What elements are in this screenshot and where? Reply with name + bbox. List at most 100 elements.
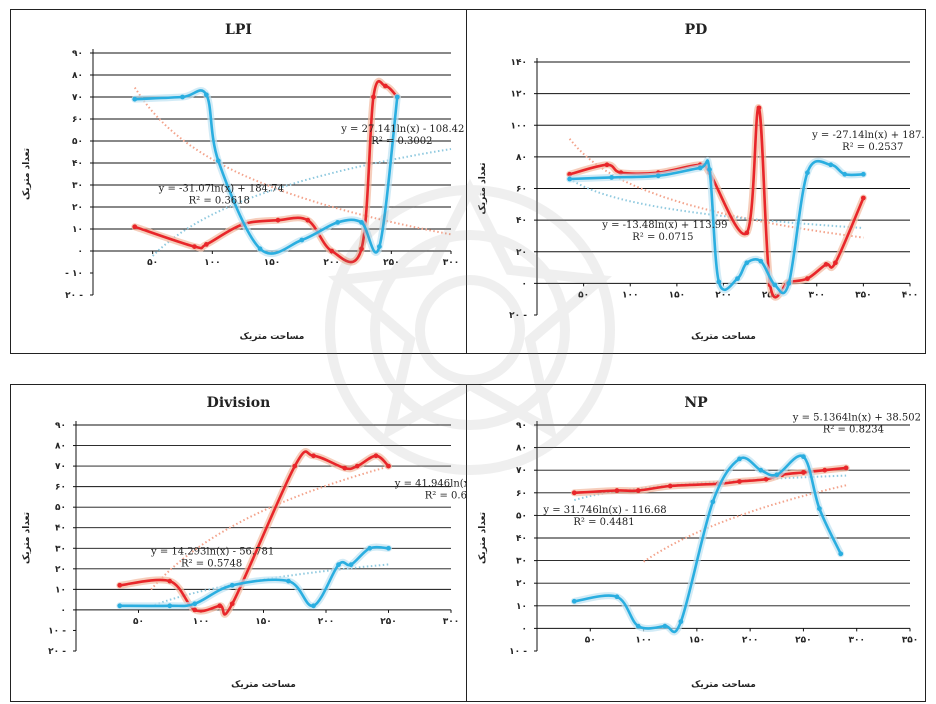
chart-title: PD [685,22,708,38]
data-point-blue [758,467,764,473]
series-line-red [118,450,390,616]
x-tick-label: ۲۵۰ [383,258,399,268]
x-tick-label: ۱۵۰ [669,290,685,300]
data-point-red [763,476,769,482]
regression-equation: y = -31.07ln(x) + 184.74 [158,184,284,195]
y-tick-label: ۴۰ [72,159,83,169]
regression-equation: y = 14.293ln(x) - 56.781 [150,546,274,557]
data-point-blue [257,246,263,252]
chart-panel-lpi: LPI ۹۰ ۸۰ ۷۰ ۶۰ ۵۰ ۴۰ ۳۰ ۲۰ ۱۰ ۰- ۱۰ ۲۰ -۵۰ ۱۰۰ ۱۵۰ ۲۰… [10,9,467,354]
chart-title: LPI [225,22,252,38]
y-tick-label: ۰ [522,279,528,289]
data-point-blue [335,220,341,225]
data-point-blue [786,280,792,286]
x-tick-label: ۳۵۰ [855,290,871,300]
y-tick-label: ۷۰ [55,462,66,472]
trendline [569,178,864,229]
data-point-blue [215,158,221,164]
data-point-blue [567,176,573,182]
series-line-blue [118,545,390,608]
chart-panel-division: Division ۹۰ ۸۰ ۷۰ ۶۰ ۵۰ ۴۰ ۳۰ ۲۰ ۱۰ ۰ ۱۰ -۲۰ -۵۰ ۱۰۰… [10,384,467,702]
x-tick-label: ۱۵۰ [689,635,705,645]
data-point-red [217,603,223,609]
y-tick-label: ۱۰۰ [511,121,527,131]
y-tick-label: ۹۰ [72,49,83,59]
data-point-blue [817,506,822,512]
data-point-red [292,463,298,469]
y-tick-label: ۲۰ [516,248,527,258]
data-point-red [604,162,610,168]
data-point-red [823,262,829,267]
data-point-blue [697,165,703,171]
x-tick-label: ۵۰ [578,290,589,300]
data-point-blue [758,258,764,264]
data-point-blue [828,162,834,168]
x-tick-label: ۲۰۰ [715,290,731,300]
data-point-blue [737,456,742,462]
y-tick-label: ۱۴۰ [511,58,527,68]
data-point-red [805,276,810,282]
data-point-red [192,607,198,613]
data-point-red [833,260,838,266]
y-tick-label: ۴۰ [516,216,527,226]
y-tick-label: ۲۰ [516,579,527,589]
x-tick-label: ۳۰۰ [809,290,825,300]
data-point-red [614,488,620,493]
r-squared-label: R² = 0.3002 [371,136,432,147]
y-tick-label: ۶۰ [516,489,527,499]
x-axis-label: مساحت متریک [691,332,756,342]
x-tick-label: ۱۵۰ [255,617,271,627]
data-point-blue [655,173,661,179]
x-tick-label: ۲۵۰ [380,617,396,627]
y-tick-label: ۵۰ [55,503,66,513]
y-tick-label: ۰ [78,247,84,257]
x-tick-label: ۵۰ [585,635,596,645]
data-point-blue [772,282,778,288]
y-tick-label: ۸۰ [516,444,527,454]
r-squared-label: R² = 0.6518 [425,491,466,502]
y-tick-label: ۲۰ - [509,311,527,321]
data-point-blue [838,551,844,557]
data-point-red [371,94,376,100]
r-squared-label: R² = 0.0715 [632,232,693,243]
x-tick-label: ۱۰۰ [622,290,638,300]
y-tick-label: ۶۰ [55,483,66,493]
data-point-blue [367,545,373,551]
regression-equation: y = -27.14ln(x) + 187.94 [811,130,925,141]
y-tick-label: ۱۰ [72,225,83,235]
data-point-red [635,488,641,493]
chart-title: NP [684,395,708,411]
series-halo [131,77,401,266]
data-point-blue [860,171,866,177]
data-point-blue [805,170,810,176]
data-point-red [329,248,335,254]
y-tick-label: - ۱۰ [65,269,83,279]
data-point-red [167,578,173,584]
y-tick-label: ۴۰ [55,524,66,534]
data-point-blue [571,598,577,604]
y-tick-label: ۸۰ [516,153,527,163]
data-point-red [373,453,379,459]
y-tick-label: ۱۲۰ [511,90,527,100]
data-point-red [737,479,742,484]
x-tick-label: ۲۰۰ [742,635,758,645]
data-point-blue [716,279,722,285]
x-axis-label: مساحت متریک [691,680,756,690]
x-tick-label: ۳۰۰ [443,258,459,268]
data-point-red [382,83,388,89]
y-tick-label: ۲۰ - [48,647,66,657]
y-tick-label: ۱۰ [516,602,527,612]
data-point-red [305,217,311,223]
data-point-red [359,246,364,252]
y-tick-label: ۰ [61,606,67,616]
regression-equation: y = 41.946ln(x) - 161.83 [394,479,466,490]
series-halo [116,448,392,618]
y-tick-label: ۲۰ [55,565,66,575]
y-axis-label: تعداد متریک [22,512,32,564]
x-tick-label: ۳۵۰ [902,635,918,645]
data-point-blue [801,454,806,460]
data-point-blue [377,244,382,250]
data-point-blue [348,562,354,568]
